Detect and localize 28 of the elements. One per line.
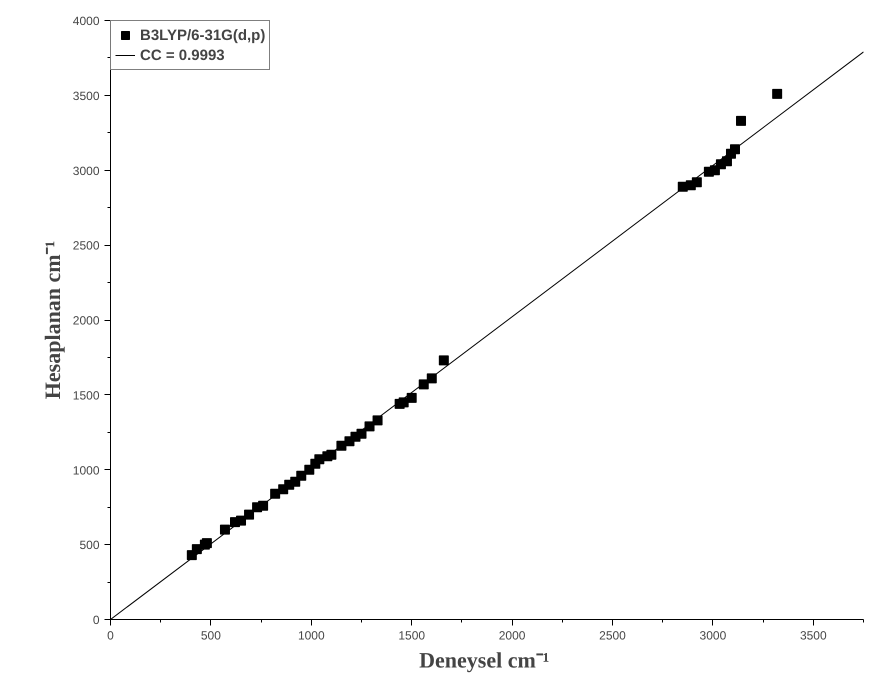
y-tick-label: 4000 [72,14,100,28]
point [372,415,383,426]
x-tick-label: 3000 [700,628,727,642]
y-tick-label: 3000 [72,164,100,178]
y-tick-label: 3500 [72,88,100,103]
y-axis-title: Hesaplanan cm⁻¹ [40,240,65,400]
y-tick-label: 1500 [72,388,100,402]
y-tick-label: 1000 [72,463,100,478]
point [438,355,449,366]
point [406,392,417,403]
y-tick-label: 2500 [72,238,100,253]
x-tick-label: 1500 [398,628,426,642]
x-tick-label: 2000 [498,628,526,642]
y-tick-label: 500 [79,538,100,552]
point [772,88,782,99]
legend-label: B3LYP/6-31G(d,p) [140,26,266,44]
legend-label: CC = 0.9993 [140,46,225,64]
point [692,177,702,188]
y-tick-label: 0 [92,613,100,627]
x-axis-title: Deneysel cm⁻¹ [419,648,550,672]
point [736,116,746,126]
x-tick-label: 2500 [599,628,626,642]
point [220,524,230,535]
x-tick-label: 1000 [298,628,325,642]
y-tick-label: 2000 [72,314,100,328]
x-tick-label: 500 [200,628,222,642]
x-tick-label: 0 [107,628,114,642]
x-tick-label: 3500 [800,628,827,642]
